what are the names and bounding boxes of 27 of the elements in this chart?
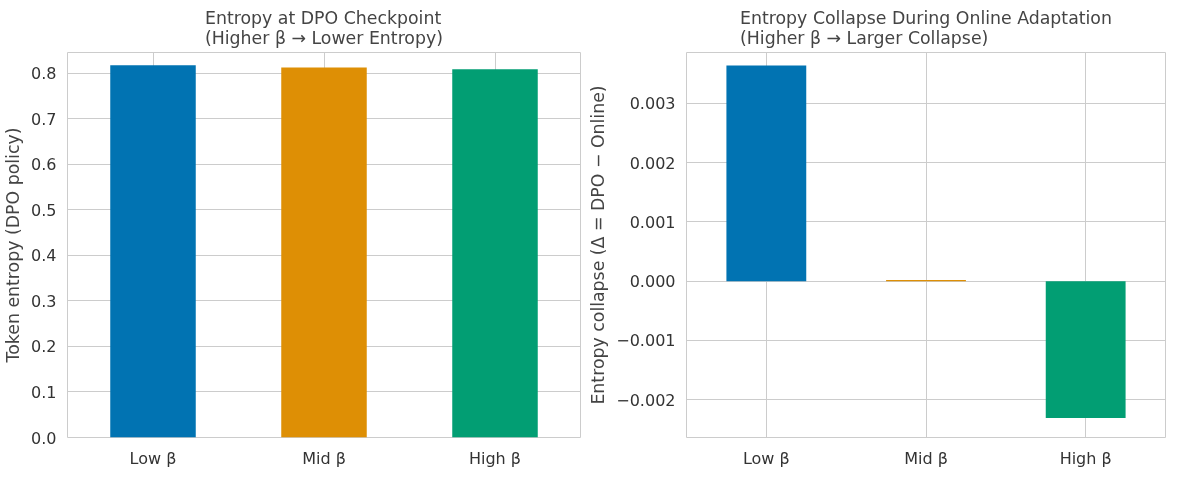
chart-title: Entropy Collapse During Online Adaptation (Higher β → Larger Collapse) bbox=[740, 7, 1112, 48]
y-tick-label: −0.001 bbox=[616, 331, 676, 351]
y-tick-label: 0.002 bbox=[629, 153, 676, 173]
y-tick-label: −0.002 bbox=[616, 390, 676, 410]
y-tick-label: 0.3 bbox=[31, 291, 57, 311]
x-tick-label: High β bbox=[468, 448, 522, 468]
y-tick-label: 0.1 bbox=[31, 382, 57, 402]
y-tick-label: 0.5 bbox=[31, 200, 57, 220]
y-tick-label: 0.0 bbox=[31, 428, 57, 448]
y-tick-label: 0.6 bbox=[31, 155, 57, 175]
chart-title: Entropy at DPO Checkpoint (Higher β → Lower Entropy) bbox=[205, 7, 443, 48]
x-tick-label: Low β bbox=[742, 448, 790, 468]
bar bbox=[726, 65, 807, 282]
y-tick-label: 0.003 bbox=[629, 94, 676, 114]
y-tick-label: 0.2 bbox=[31, 337, 57, 357]
y-tick-label: 0.8 bbox=[31, 64, 57, 84]
y-axis-title: Entropy collapse (Δ = DPO − Online) bbox=[588, 85, 609, 405]
y-tick-label: 0.4 bbox=[31, 246, 57, 266]
bar bbox=[1045, 281, 1126, 418]
y-tick-label: 0.001 bbox=[629, 212, 676, 232]
x-tick-label: Low β bbox=[129, 448, 177, 468]
y-axis-title: Token entropy (DPO policy) bbox=[3, 127, 24, 364]
x-tick-label: Mid β bbox=[904, 448, 948, 468]
y-tick-label: 0.7 bbox=[31, 109, 57, 129]
x-tick-label: Mid β bbox=[302, 448, 346, 468]
x-tick-label: High β bbox=[1059, 448, 1112, 468]
y-tick-label: 0.000 bbox=[629, 272, 676, 292]
